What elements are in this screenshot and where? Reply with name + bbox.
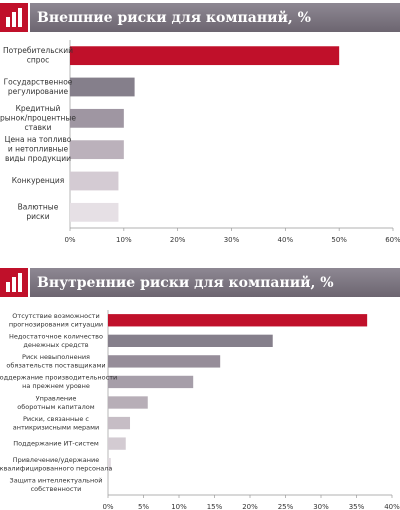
- bar: [108, 334, 273, 347]
- icon-bar: [18, 8, 22, 27]
- label-line: Поддержание производительности: [0, 374, 117, 382]
- label-line: оборотным капиталом: [17, 403, 94, 411]
- label-line: Кредитный: [16, 104, 61, 113]
- x-tick-label: 40%: [278, 236, 294, 244]
- x-tick-label: 20%: [242, 503, 258, 510]
- label-line: Валютные: [18, 203, 59, 212]
- y-tick-label: Управление оборотным капиталом: [17, 394, 94, 411]
- label-line: спрос: [27, 55, 50, 64]
- y-tick-label: Отсутствие возможности прогнозирования си…: [9, 312, 103, 329]
- y-tick-label: Недостаточное количество денежных средств: [9, 333, 103, 350]
- icon-bar: [12, 12, 16, 27]
- bar: [70, 140, 124, 160]
- y-tick-label: Риск невыполнения обязательств поставщика…: [6, 353, 105, 370]
- chart-title: Внешние риски для компаний, %: [37, 9, 311, 26]
- label-line: виды продукции: [5, 154, 71, 163]
- x-tick-label: 10%: [171, 503, 187, 510]
- x-tick-label: 40%: [384, 503, 400, 510]
- y-tick-label: Защита интеллектуальной собственности: [10, 476, 103, 493]
- y-tick-label: Привлечение/удержание квалифицированного …: [0, 456, 112, 473]
- label-line: Отсутствие возможности: [12, 312, 99, 320]
- x-tick-label: 5%: [138, 503, 149, 510]
- bar: [70, 171, 119, 191]
- bar: [108, 355, 221, 368]
- bar: [108, 437, 126, 450]
- label-line: Привлечение/удержание: [13, 456, 100, 464]
- icon-bar: [6, 282, 10, 292]
- y-tick-label: Валютные риски: [18, 203, 59, 222]
- y-tick-label: Риски, связанные с антикризисными мерами: [13, 415, 100, 432]
- bar: [108, 458, 111, 471]
- label-line: Поддержание ИТ-систем: [13, 440, 99, 448]
- label-line: Цена на топливо: [5, 135, 72, 144]
- chart-title: Внутренние риски для компаний, %: [37, 274, 334, 291]
- header-bar: [30, 268, 400, 297]
- label-line: регулирование: [8, 87, 69, 96]
- label-line: антикризисными мерами: [13, 423, 100, 431]
- header-bar: [30, 3, 400, 32]
- y-tick-label: Кредитный рынок/процентные ставки: [0, 104, 76, 132]
- label-line: и нетопливные: [8, 145, 69, 154]
- label-line: Конкуренция: [12, 176, 65, 185]
- x-tick-label: 25%: [278, 503, 294, 510]
- x-tick-label: 0%: [102, 503, 113, 510]
- bar: [70, 108, 124, 128]
- x-tick-label: 10%: [116, 236, 132, 244]
- y-tick-label: Поддержание ИТ-систем: [13, 440, 99, 448]
- x-tick-label: 30%: [224, 236, 240, 244]
- label-line: на прежнем уровне: [22, 382, 90, 390]
- label-line: Риск невыполнения: [22, 353, 90, 361]
- x-tick-label: 30%: [313, 503, 329, 510]
- x-tick-label: 15%: [207, 503, 223, 510]
- label-line: собственности: [31, 485, 82, 493]
- x-tick-label: 60%: [385, 236, 400, 244]
- icon-bar: [6, 17, 10, 27]
- label-line: риски: [26, 212, 49, 221]
- y-tick-label: Поддержание производительности на прежнем…: [0, 374, 117, 391]
- label-line: Риски, связанные с: [23, 415, 89, 423]
- x-tick-label: 20%: [170, 236, 186, 244]
- y-tick-label: Государственное регулирование: [4, 77, 73, 96]
- bar: [70, 202, 119, 222]
- label-line: денежных средств: [23, 341, 88, 349]
- x-tick-label: 50%: [331, 236, 347, 244]
- label-line: прогнозирования ситуации: [9, 321, 103, 329]
- bar: [108, 314, 368, 327]
- label-line: Управление: [36, 394, 77, 402]
- label-line: Защита интеллектуальной: [10, 476, 103, 484]
- y-tick-label: Потребительский спрос: [3, 46, 73, 65]
- label-line: Потребительский: [3, 46, 73, 55]
- icon-bar: [12, 277, 16, 292]
- y-tick-label: Цена на топливо и нетопливные виды продукц…: [5, 135, 72, 163]
- label-line: ставки: [25, 123, 52, 132]
- label-line: рынок/процентные: [0, 113, 76, 122]
- x-tick-label: 0%: [64, 236, 75, 244]
- bar: [108, 396, 148, 409]
- bar: [108, 375, 194, 389]
- label-line: Государственное: [4, 77, 73, 86]
- icon-bar: [18, 273, 22, 292]
- x-tick-label: 35%: [349, 503, 365, 510]
- label-line: Недостаточное количество: [9, 333, 103, 341]
- bar: [70, 77, 135, 97]
- y-tick-label: Конкуренция: [12, 176, 65, 185]
- bar: [70, 46, 340, 66]
- bar: [108, 416, 131, 430]
- label-line: квалифицированного персонала: [0, 464, 112, 472]
- label-line: обязательств поставщиками: [6, 362, 105, 370]
